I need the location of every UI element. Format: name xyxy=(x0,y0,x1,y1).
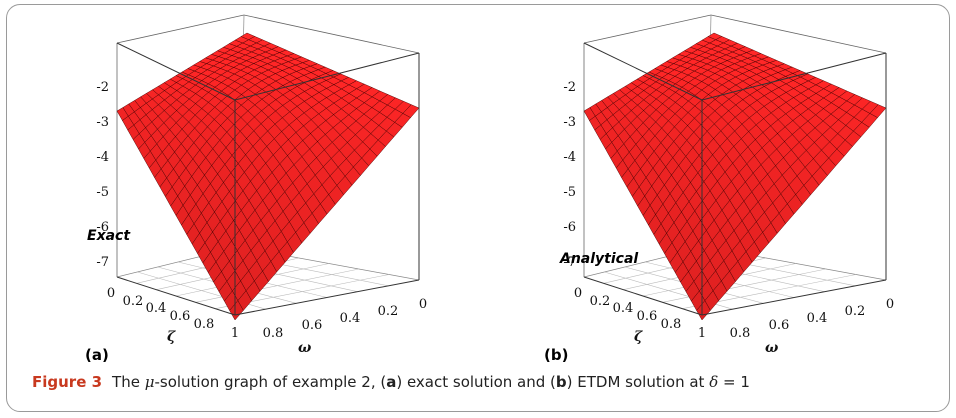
surface-plot-b: -2 -3 -4 -5 -6 -7 0 0.2 0.4 0.6 0.8 1 0.… xyxy=(559,14,894,356)
panel-label: (a) xyxy=(85,346,109,364)
figure-frame: -2 -3 -4 -5 -6 -7 0 0.2 0.4 0.6 0.8 1 0.… xyxy=(6,4,950,412)
omega-axis-ticks: 0.8 0.6 0.4 0.2 0 xyxy=(730,297,894,341)
caption-mu-symbol: μ xyxy=(144,373,155,391)
zeta-tick: 1 xyxy=(698,326,706,341)
omega-tick: 0.4 xyxy=(340,311,361,326)
omega-axis-ticks: 0.8 0.6 0.4 0.2 0 xyxy=(263,297,427,341)
omega-tick: 0.6 xyxy=(769,318,790,333)
zeta-tick: 0.6 xyxy=(170,309,191,324)
bounding-box-front xyxy=(116,42,420,316)
z-tick: -5 xyxy=(96,185,109,200)
zeta-axis-ticks: 0 0.2 0.4 0.6 0.8 1 xyxy=(107,286,239,341)
inset-label: Exact xyxy=(87,228,131,244)
caption-text: -solution graph of example 2, ( xyxy=(154,373,387,391)
omega-axis-label: ω xyxy=(298,340,312,356)
omega-axis-label: ω xyxy=(765,340,779,356)
z-tick: -4 xyxy=(96,150,109,165)
z-axis-ticks: -2 -3 -4 -5 -6 -7 xyxy=(96,80,109,270)
caption-text: The xyxy=(112,373,145,391)
zeta-tick: 0.8 xyxy=(194,317,215,332)
omega-tick: 0 xyxy=(419,297,427,312)
zeta-tick: 0 xyxy=(107,286,115,301)
caption-text: ) ETDM solution at xyxy=(566,373,710,391)
z-axis-ticks: -2 -3 -4 -5 -6 -7 xyxy=(563,80,576,270)
surface-plot-a: -2 -3 -4 -5 -6 -7 0 0.2 0.4 0.6 0.8 1 0.… xyxy=(87,14,427,356)
omega-tick: 0.8 xyxy=(730,326,751,341)
surface-mesh xyxy=(583,32,887,321)
zeta-tick: 0.8 xyxy=(661,317,682,332)
caption-ref-b: b xyxy=(555,373,567,391)
z-tick: -2 xyxy=(96,80,109,95)
omega-tick: 0.2 xyxy=(845,304,866,319)
zeta-tick: 0.4 xyxy=(613,301,634,316)
caption-text: = 1 xyxy=(718,373,750,391)
bounding-box-front xyxy=(583,42,887,316)
caption-text: ) exact solution and ( xyxy=(396,373,556,391)
omega-tick: 0 xyxy=(886,297,894,312)
z-tick: -7 xyxy=(96,255,109,270)
caption-ref-a: a xyxy=(386,373,397,391)
z-tick: -7 xyxy=(563,255,576,270)
zeta-tick: 1 xyxy=(231,326,239,341)
surface-mesh xyxy=(116,32,420,321)
omega-tick: 0.6 xyxy=(302,318,323,333)
z-tick: -5 xyxy=(563,185,576,200)
zeta-tick: 0.4 xyxy=(146,301,167,316)
caption-delta-symbol: δ xyxy=(709,373,719,391)
z-tick: -6 xyxy=(96,220,109,235)
zeta-axis-label: ζ xyxy=(634,329,643,345)
figure-number: Figure 3 xyxy=(32,373,103,391)
zeta-tick: 0.2 xyxy=(123,294,144,309)
zeta-tick: 0.6 xyxy=(637,309,658,324)
omega-tick: 0.2 xyxy=(378,304,399,319)
z-tick: -6 xyxy=(563,220,576,235)
z-tick: -2 xyxy=(563,80,576,95)
z-tick: -4 xyxy=(563,150,576,165)
zeta-tick: 0 xyxy=(574,286,582,301)
zeta-axis-ticks: 0 0.2 0.4 0.6 0.8 1 xyxy=(574,286,706,341)
inset-label: Analytical xyxy=(559,251,638,267)
z-tick: -3 xyxy=(563,115,576,130)
omega-tick: 0.4 xyxy=(807,311,828,326)
panel-a: -2 -3 -4 -5 -6 -7 0 0.2 0.4 0.6 0.8 1 0.… xyxy=(85,14,477,364)
z-tick: -3 xyxy=(96,115,109,130)
omega-tick: 0.8 xyxy=(263,326,284,341)
zeta-axis-label: ζ xyxy=(167,329,176,345)
panel-b: -2 -3 -4 -5 -6 -7 0 0.2 0.4 0.6 0.8 1 0.… xyxy=(544,14,944,364)
figure-caption: Figure 3 The μ-solution graph of example … xyxy=(32,373,750,391)
panel-label: (b) xyxy=(544,346,569,364)
zeta-tick: 0.2 xyxy=(590,294,611,309)
